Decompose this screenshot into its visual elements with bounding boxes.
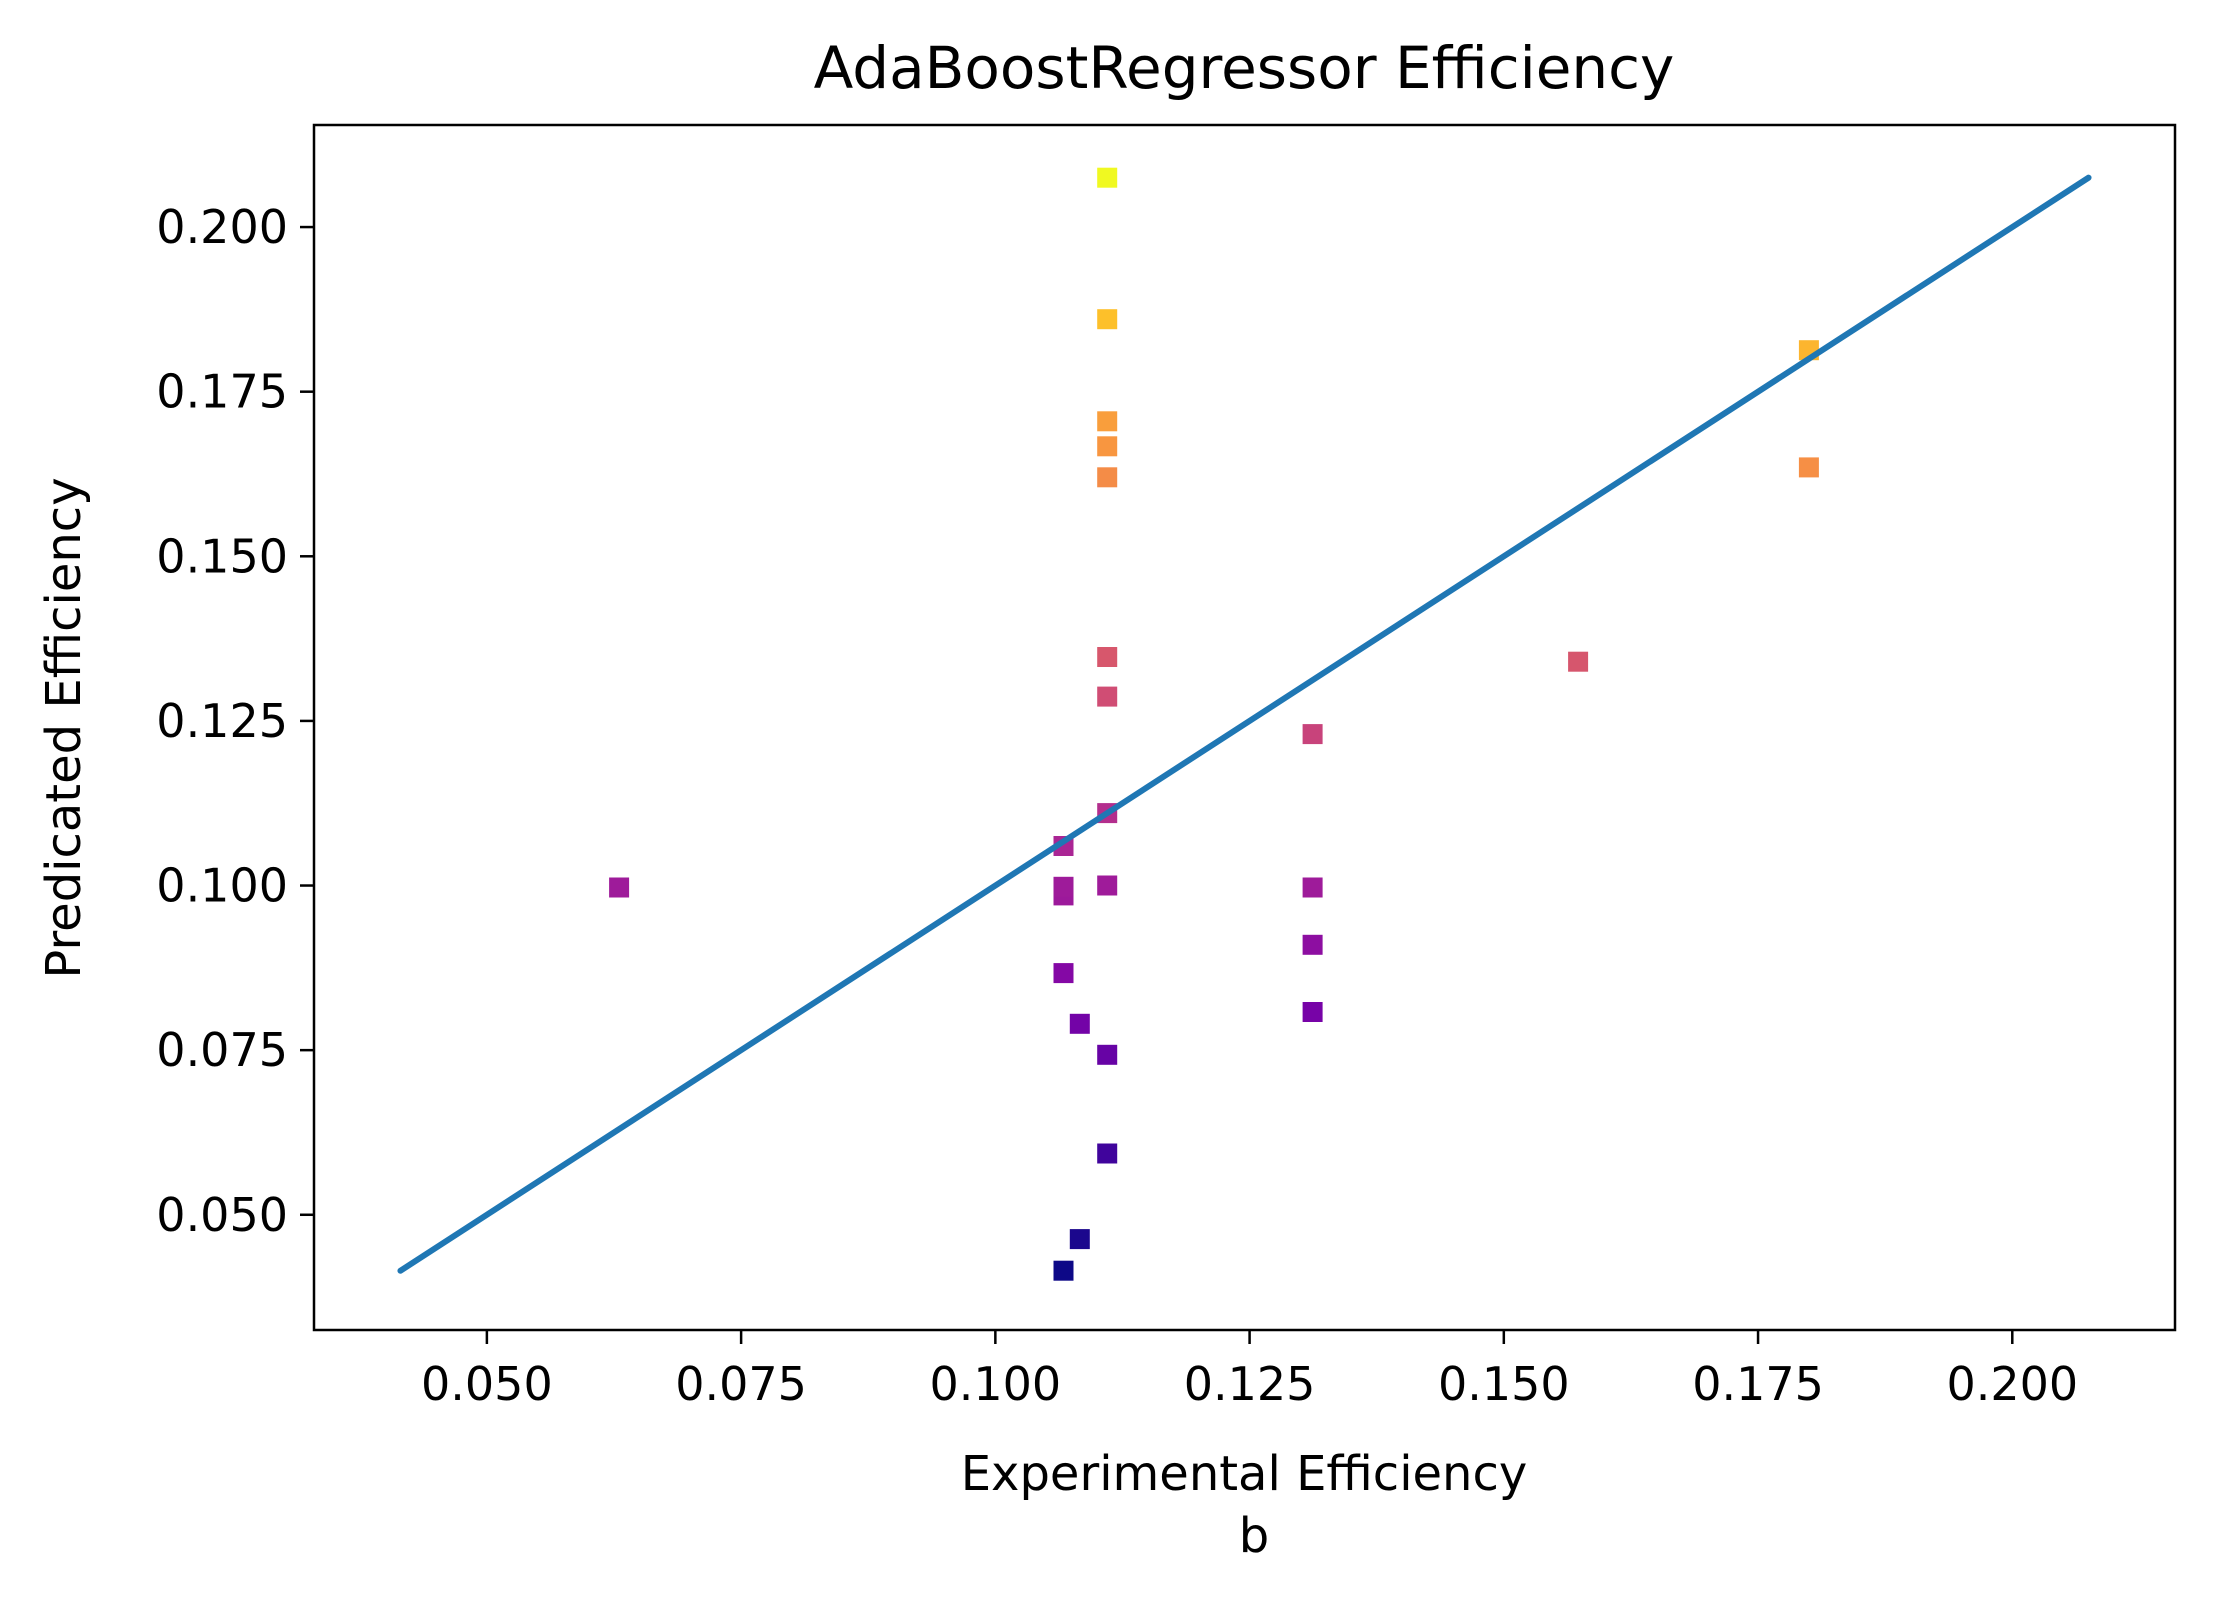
x-tick-label-2: 0.100	[929, 1357, 1061, 1411]
x-tick-label-5: 0.175	[1692, 1357, 1824, 1411]
y-tick-label-3: 0.125	[156, 694, 288, 748]
data-point-19	[1302, 1002, 1323, 1022]
x-tick-label-4: 0.150	[1438, 1357, 1570, 1411]
data-points	[609, 167, 1819, 1281]
data-point-0	[609, 877, 630, 898]
data-point-4	[1069, 1013, 1090, 1034]
y-axis-label: Predicated Efficiency	[36, 477, 92, 978]
reference-line	[397, 174, 2092, 1274]
data-point-24	[1798, 457, 1819, 478]
data-point-18	[1097, 167, 1118, 188]
y-tick-label-6: 0.200	[156, 200, 288, 254]
x-axis-label: Experimental Efficiency	[961, 1446, 1528, 1502]
x-tick-label-3: 0.125	[1184, 1357, 1316, 1411]
data-point-15	[1097, 436, 1118, 457]
data-point-12	[1097, 686, 1118, 707]
data-point-17	[1097, 309, 1118, 330]
data-point-20	[1302, 934, 1323, 955]
data-point-1	[1053, 1260, 1074, 1281]
data-point-23	[1568, 651, 1589, 672]
chart-title: AdaBoostRegressor Efficiency	[814, 34, 1675, 102]
plot-frame	[312, 123, 2177, 1332]
data-point-21	[1302, 877, 1323, 898]
data-point-9	[1097, 1044, 1118, 1065]
data-point-8	[1097, 1143, 1118, 1164]
y-tick-label-4: 0.150	[156, 529, 288, 583]
data-point-13	[1097, 647, 1118, 667]
data-point-16	[1097, 411, 1118, 432]
x-tick-label-0: 0.050	[421, 1357, 553, 1411]
data-point-14	[1097, 467, 1118, 488]
panel-label: b	[1239, 1508, 1269, 1564]
x-tick-label-6: 0.200	[1946, 1357, 2078, 1411]
data-point-22	[1302, 724, 1323, 745]
x-tick-label-1: 0.075	[675, 1357, 807, 1411]
data-point-2	[1069, 1229, 1090, 1250]
data-point-10	[1097, 875, 1118, 896]
y-tick-label-0: 0.050	[156, 1188, 288, 1242]
data-point-3	[1053, 963, 1074, 984]
y-axis-ticks: 0.050 0.075 0.100 0.125 0.150 0.175 0.200	[156, 200, 314, 1242]
y-tick-label-2: 0.100	[156, 859, 288, 913]
y-tick-label-5: 0.175	[156, 365, 288, 419]
data-point-6	[1053, 876, 1074, 897]
x-axis-ticks: 0.050 0.075 0.100 0.125 0.150 0.175 0.200	[421, 1330, 2078, 1411]
reference-line-layer	[397, 174, 2092, 1274]
y-tick-label-1: 0.075	[156, 1023, 288, 1077]
